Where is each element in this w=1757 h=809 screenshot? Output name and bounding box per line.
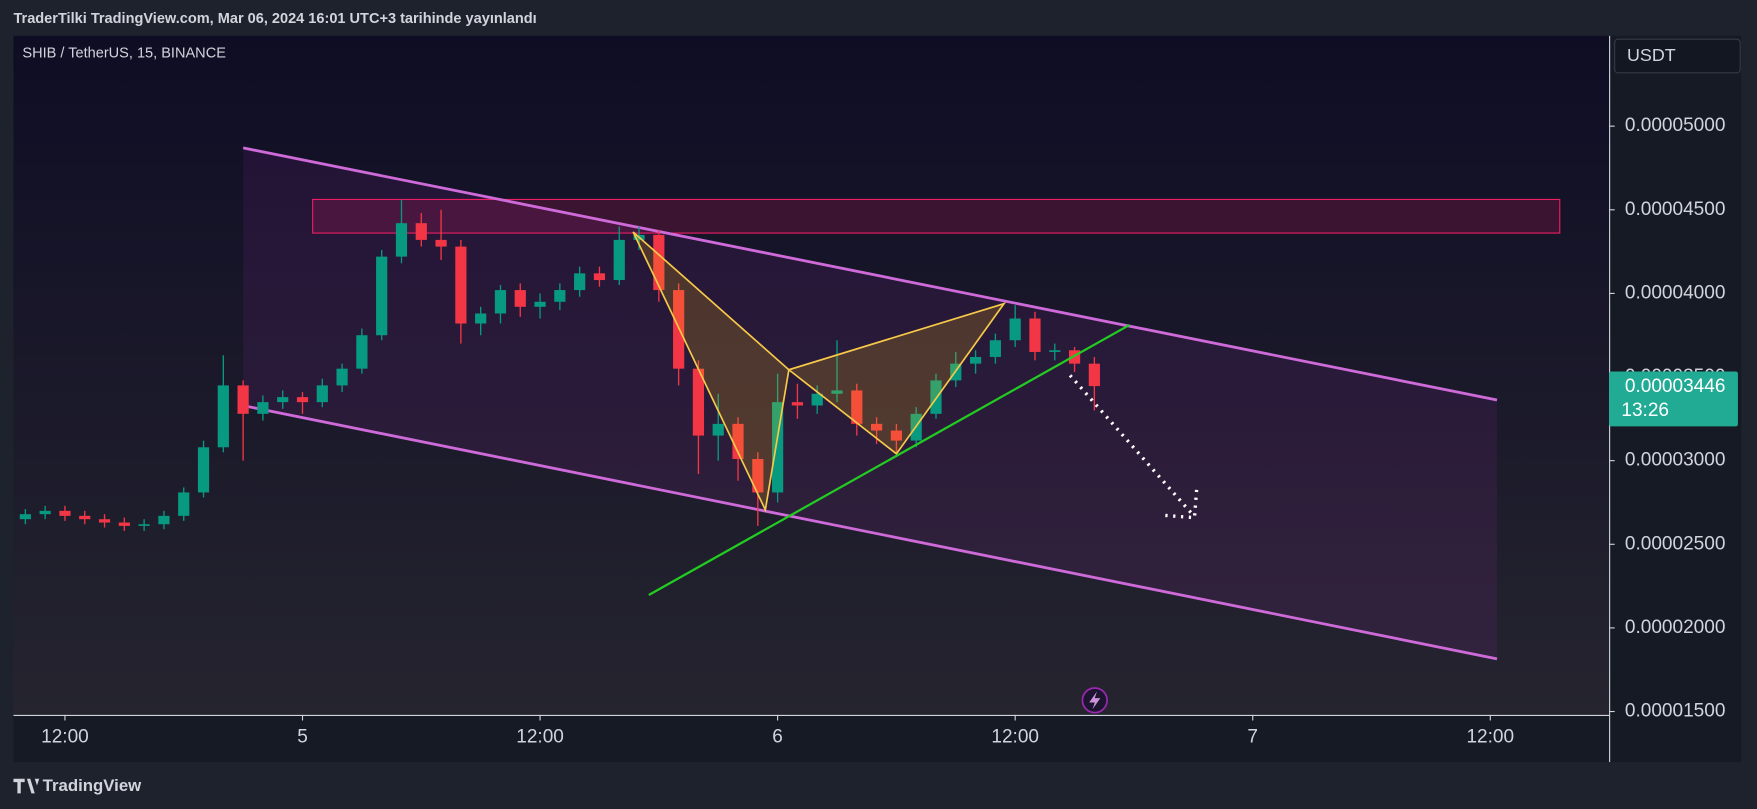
candle-body bbox=[19, 514, 31, 520]
channel-upper bbox=[242, 146, 1498, 402]
harmonic-right bbox=[787, 302, 1007, 456]
candle-body bbox=[98, 519, 111, 523]
candle-body bbox=[593, 273, 606, 281]
candles bbox=[19, 199, 1100, 531]
countdown: 13:26 bbox=[1621, 400, 1669, 421]
candle-body bbox=[969, 356, 982, 364]
candle-body bbox=[494, 290, 507, 314]
alert-bolt bbox=[1089, 691, 1101, 710]
x-tick-label: 12:00 bbox=[991, 726, 1039, 747]
x-tick-label: 5 bbox=[297, 726, 308, 747]
candle-body bbox=[554, 290, 566, 302]
y-tick-label: 0.00004000 bbox=[1625, 282, 1726, 303]
last-price-badge: 0.00003446 13:26 bbox=[1609, 371, 1738, 427]
x-tick-label: 12:00 bbox=[1466, 726, 1514, 747]
x-tick-label: 6 bbox=[772, 726, 783, 747]
candle-body bbox=[178, 492, 190, 516]
candle-body bbox=[534, 301, 546, 307]
candle-body bbox=[930, 380, 942, 414]
candle-body bbox=[574, 273, 586, 291]
candle-body bbox=[831, 390, 843, 394]
candle-body bbox=[455, 246, 467, 324]
currency[interactable]: USDT bbox=[1627, 45, 1676, 65]
currency-button[interactable] bbox=[1614, 38, 1741, 74]
candle-body bbox=[435, 239, 447, 247]
candle-body bbox=[653, 234, 665, 291]
candle-body bbox=[752, 458, 764, 493]
candle-body bbox=[79, 515, 91, 520]
candle-body bbox=[118, 522, 130, 526]
candle-body bbox=[138, 524, 150, 526]
candle-body bbox=[1009, 318, 1021, 341]
header: TraderTilki TradingView.com, Mar 06, 202… bbox=[13, 11, 536, 27]
candle-body bbox=[257, 402, 269, 414]
candle-body bbox=[772, 402, 784, 493]
candle-body bbox=[296, 397, 309, 403]
harmonic-left bbox=[632, 231, 790, 513]
trendline bbox=[648, 323, 1131, 596]
time-scale bbox=[13, 714, 1610, 762]
candle-body bbox=[1029, 318, 1041, 352]
candle-body bbox=[732, 423, 744, 459]
y-tick-label: 0.00001500 bbox=[1625, 701, 1726, 722]
plot-area bbox=[13, 35, 1610, 715]
candle-body bbox=[851, 390, 863, 424]
candle-body bbox=[890, 430, 902, 441]
candle-body bbox=[692, 368, 705, 436]
candle-body bbox=[1049, 350, 1061, 352]
channel-fill bbox=[243, 147, 1498, 659]
candle-body bbox=[712, 423, 724, 436]
candle-body bbox=[197, 447, 210, 493]
y-tick-label: 0.00004500 bbox=[1625, 199, 1726, 220]
candle-body bbox=[39, 510, 51, 515]
footer-logo: TradingView bbox=[43, 776, 143, 795]
candle-body bbox=[989, 340, 1001, 357]
candle-body bbox=[217, 385, 229, 448]
candle-body bbox=[59, 510, 71, 516]
x-tick-label: 12:00 bbox=[41, 726, 89, 747]
x-tick-label: 12:00 bbox=[516, 726, 564, 747]
candle-body bbox=[1088, 363, 1100, 387]
candle-body bbox=[415, 223, 427, 240]
candle-body bbox=[277, 397, 289, 403]
candle-body bbox=[336, 368, 348, 386]
candle-body bbox=[870, 423, 883, 431]
candle-body bbox=[158, 515, 170, 525]
candle-body bbox=[316, 385, 328, 403]
candle-body bbox=[811, 393, 823, 406]
candle-body bbox=[376, 256, 388, 336]
y-tick-label: 0.00003000 bbox=[1625, 450, 1726, 471]
candle-body bbox=[237, 385, 249, 414]
resistance-zone bbox=[312, 198, 1561, 234]
logo-mark bbox=[13, 778, 40, 794]
candle-body bbox=[613, 239, 625, 281]
candle-body bbox=[791, 402, 804, 406]
last-price-label: 0.00003446 bbox=[1625, 376, 1726, 397]
candle-body bbox=[475, 313, 487, 324]
candle-body bbox=[514, 290, 526, 307]
y-tick-label: 0.00005000 bbox=[1625, 115, 1726, 136]
y-tick-label: 0.00002000 bbox=[1625, 617, 1726, 638]
channel-lower bbox=[242, 404, 1498, 661]
candle-body bbox=[356, 335, 368, 369]
x-tick-label: 7 bbox=[1247, 726, 1258, 747]
candle-body bbox=[395, 223, 408, 257]
symbol-title: SHIB / TetherUS, 15, BINANCE bbox=[22, 46, 226, 62]
last-price-box bbox=[1609, 371, 1738, 427]
arrow-head bbox=[1165, 488, 1199, 520]
y-tick-label: 0.00002500 bbox=[1625, 533, 1726, 554]
